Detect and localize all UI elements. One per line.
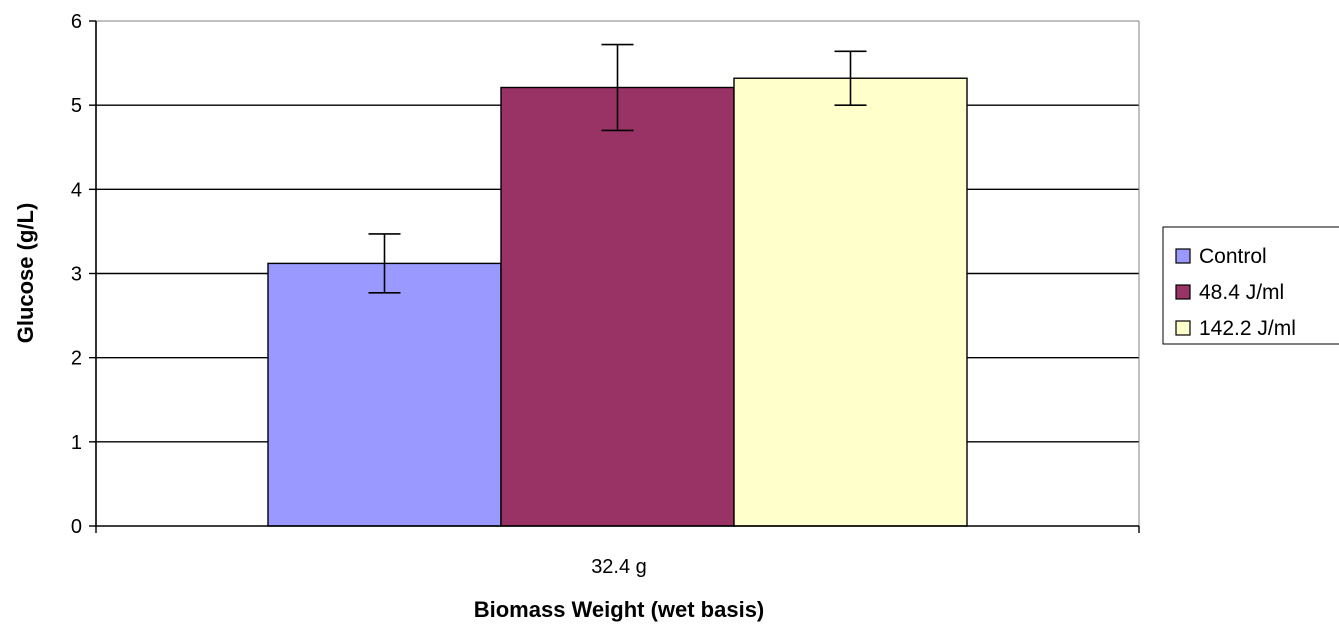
axes: [89, 20, 1140, 533]
legend-label: Control: [1199, 245, 1267, 268]
y-tick-label: 5: [71, 95, 82, 117]
legend-frame: [1162, 226, 1339, 345]
y-tick-labels: 0 1 2 3 4 5 6: [71, 11, 82, 538]
y-tick-label: 0: [71, 516, 82, 538]
y-tick-label: 2: [71, 348, 82, 370]
error-bars: [368, 43, 867, 294]
y-tick-label: 3: [71, 264, 82, 286]
legend-label: 142.2 J/ml: [1199, 317, 1296, 340]
bar-control: [267, 262, 502, 527]
y-tick-label: 6: [71, 11, 82, 33]
bar-48-4-j-ml: [500, 86, 735, 527]
y-tick-label: 1: [71, 432, 82, 454]
y-axis-title: Glucose (g/L): [13, 203, 38, 344]
legend-swatch: [1175, 248, 1191, 264]
legend-label: 48.4 J/ml: [1199, 281, 1284, 304]
y-tick-label: 4: [71, 179, 82, 201]
bar-142-2-j-ml: [733, 77, 968, 527]
legend-swatch: [1175, 284, 1191, 300]
x-axis-title: Biomass Weight (wet basis): [474, 597, 765, 622]
x-category-label: 32.4 g: [591, 556, 647, 578]
legend-swatch: [1175, 320, 1191, 336]
bars: [267, 77, 968, 527]
legend: Control 48.4 J/ml 142.2 J/ml: [1162, 226, 1339, 345]
